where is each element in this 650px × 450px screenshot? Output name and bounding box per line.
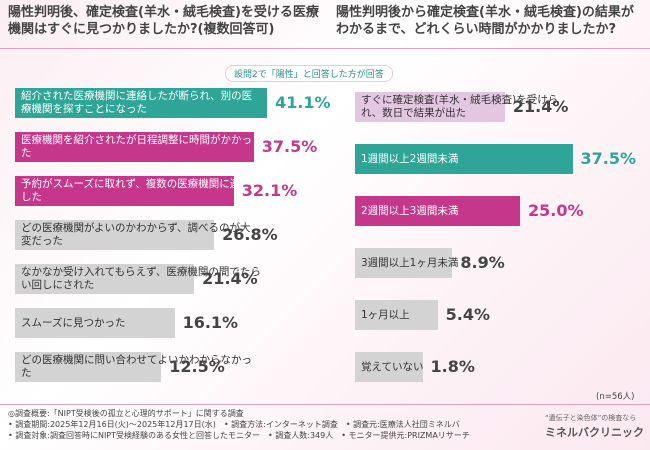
value-label: 41.1% — [275, 93, 331, 112]
bar — [355, 248, 453, 278]
bar — [15, 220, 215, 250]
value-label: 26.8% — [222, 225, 278, 244]
value-label: 8.9% — [460, 253, 505, 272]
value-label: 1.8% — [430, 357, 475, 376]
divider — [0, 404, 650, 405]
category-label: スムーズに見つかった — [21, 316, 126, 329]
bar — [355, 352, 423, 382]
divider — [0, 48, 650, 49]
category-label: 1週間以上2週間未満 — [361, 152, 459, 165]
category-label: どの医療機関に問い合わせてよいかわからなかった — [21, 354, 252, 379]
chart-title: 陽性判明後から確定検査(羊水・絨毛検査)の結果がわかるまで、どれくらい時間がかか… — [336, 5, 634, 37]
bar — [355, 144, 573, 174]
subtitle: 設問2で「陽性」と回答した方が回答 — [225, 65, 393, 82]
value-label: 12.5% — [169, 357, 225, 376]
logo-tagline: “遺伝子と染色体”の検査なら — [545, 414, 637, 422]
footnote: • 調査期間:2025年12月16日(火)〜2025年12月17日(水) • 調… — [8, 420, 460, 429]
category-label: 1ヶ月以上 — [361, 308, 410, 321]
bar — [15, 176, 234, 206]
category-label: 医療機関を紹介されたが日程調整に時間がかかった — [21, 134, 252, 159]
value-label: 25.0% — [528, 201, 584, 220]
footnote: • 調査対象:調査回答時にNIPT受検経験のある女性と回答したモニター • 調査… — [8, 431, 470, 440]
bar — [355, 92, 505, 122]
bar — [15, 88, 268, 118]
bar — [15, 264, 195, 294]
category-label: 3週間以上1ヶ月未満 — [361, 256, 459, 269]
bar — [355, 196, 520, 226]
category-label: どの医療機関がよいのかわからず、調べるのが大変だった — [21, 222, 251, 247]
value-label: 16.1% — [182, 313, 239, 332]
bar — [15, 352, 162, 382]
value-label: 37.5% — [580, 149, 637, 168]
value-label: 21.4% — [202, 269, 258, 288]
logo-name: ミネルバクリニック — [545, 426, 644, 439]
bar — [355, 300, 438, 330]
category-label: すぐに確定検査(羊水・絨毛検査)を受けられ、数日で結果が出た — [361, 94, 559, 119]
value-label: 37.5% — [261, 137, 318, 156]
category-label: 紹介された医療機関に連絡したが断られ、別の医療機関を探すことになった — [21, 90, 253, 115]
footnotes: ◎調査概要:「NIPT受検後の孤立と心理的サポート」に関する調査 • 調査期間:2… — [8, 408, 528, 441]
bar — [15, 132, 254, 162]
category-label: 予約がスムーズに取れず、複数の医療機関に連絡した — [21, 178, 251, 203]
chart-title: 陽性判明後、確定検査(羊水・絨毛検査)を受ける医療機関はすぐに見つかりましたか?… — [8, 5, 319, 37]
value-label: 21.4% — [512, 97, 569, 116]
category-label: 覚えていない — [361, 360, 424, 373]
value-label: 32.1% — [241, 181, 298, 200]
category-label: 2週間以上3週間未満 — [361, 204, 459, 217]
category-label: なかなか受け入れてもらえず、医療機関の間でたらい回しにされた — [21, 266, 261, 291]
bar — [15, 308, 175, 338]
footnote: ◎調査概要:「NIPT受検後の孤立と心理的サポート」に関する調査 — [8, 409, 244, 418]
n-note: (n=56人) — [596, 392, 635, 402]
value-label: 5.4% — [445, 305, 491, 324]
